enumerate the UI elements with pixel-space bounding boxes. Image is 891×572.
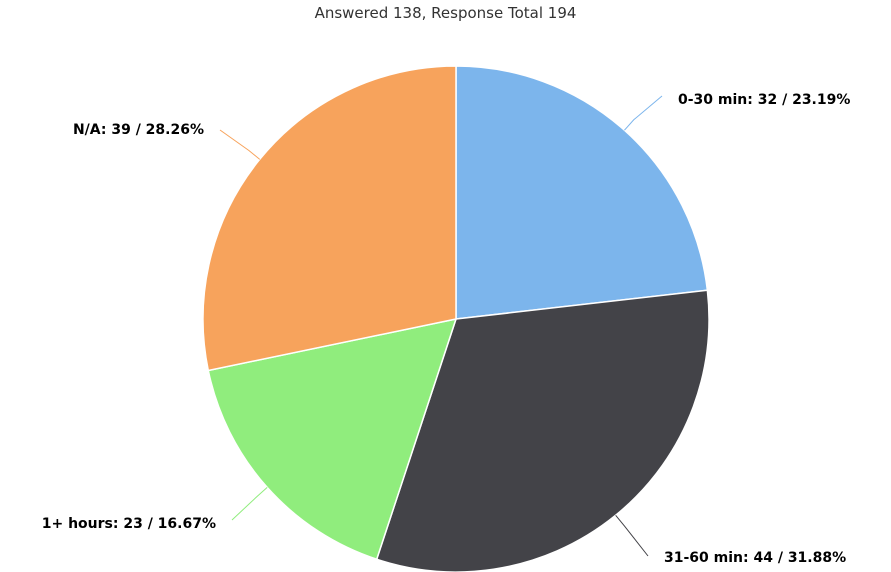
slice-label: N/A: 39 / 28.26% [73, 122, 204, 138]
pie-slice-0-30-min[interactable] [455, 65, 709, 320]
label-connectors [219, 95, 663, 557]
pie-slice-n-a[interactable] [202, 65, 457, 372]
label-connector [615, 514, 649, 557]
slice-label: 1+ hours: 23 / 16.67% [42, 516, 216, 532]
label-connector [231, 487, 268, 521]
label-connector [624, 95, 663, 131]
slice-labels: 0-30 min: 32 / 23.19% 31-60 min: 44 / 31.… [42, 92, 851, 566]
slice-label: 0-30 min: 32 / 23.19% [678, 92, 850, 108]
pie-slices [202, 65, 710, 572]
pie-slice-1-hours[interactable] [207, 318, 458, 561]
label-connector [219, 129, 261, 160]
slice-label: 31-60 min: 44 / 31.88% [664, 550, 846, 566]
chart-title: Answered 138, Response Total 194 [314, 4, 577, 22]
